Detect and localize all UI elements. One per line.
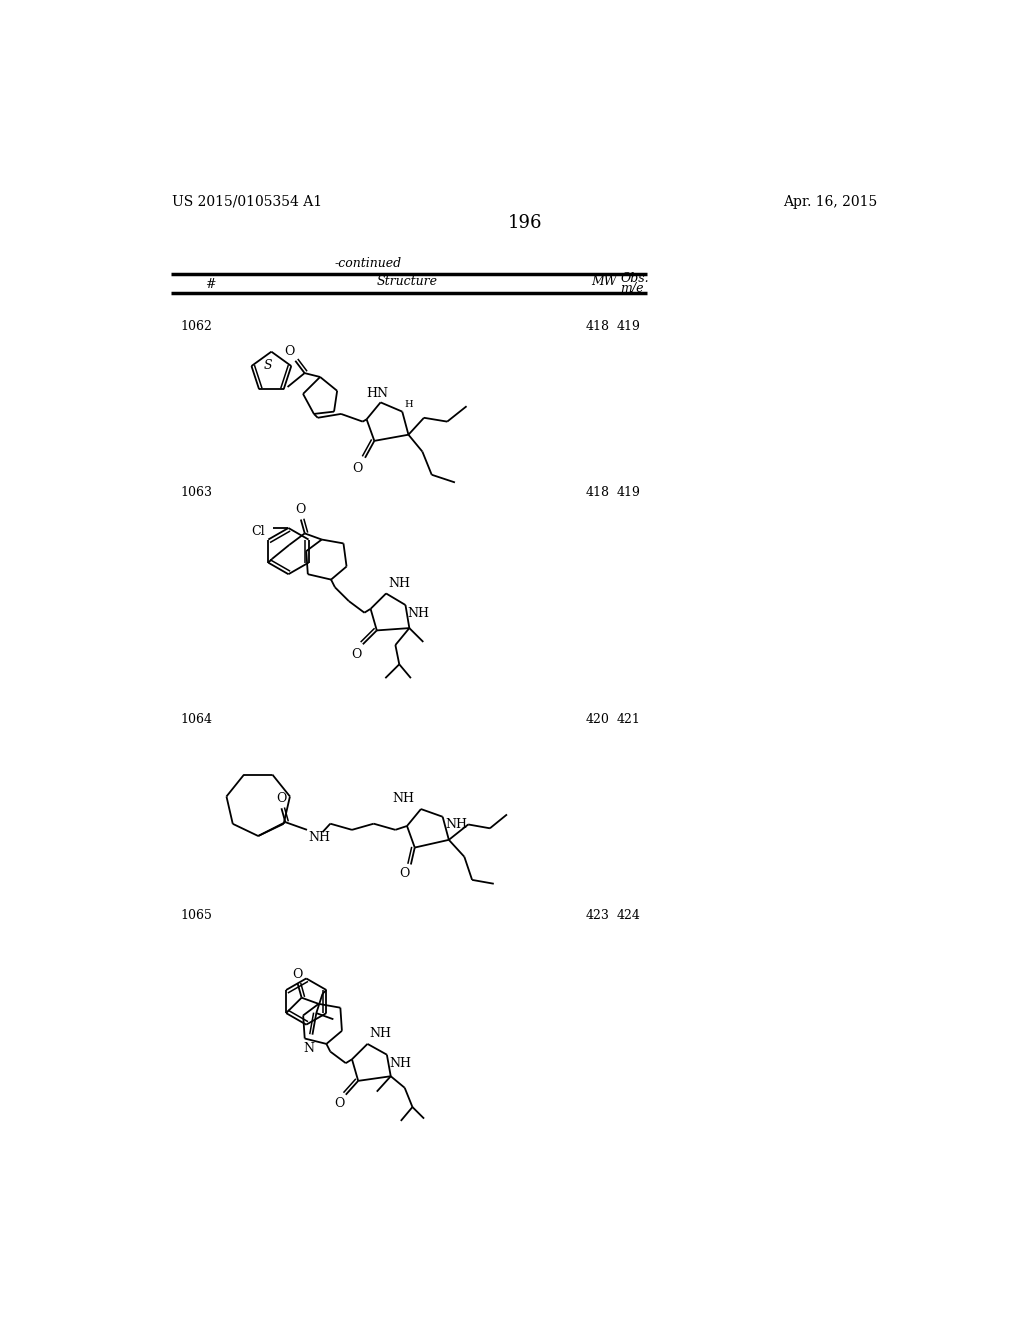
Text: 424: 424 — [616, 909, 640, 923]
Text: O: O — [335, 1097, 345, 1110]
Text: Obs.: Obs. — [621, 272, 649, 285]
Text: 1062: 1062 — [180, 321, 213, 333]
Text: 423: 423 — [586, 909, 609, 923]
Text: 420: 420 — [586, 713, 609, 726]
Text: O: O — [293, 968, 303, 981]
Text: Cl: Cl — [252, 525, 265, 539]
Text: 1065: 1065 — [180, 909, 213, 923]
Text: #: # — [206, 277, 216, 290]
Text: NH: NH — [388, 577, 411, 590]
Text: -continued: -continued — [335, 257, 401, 271]
Text: N: N — [303, 1043, 314, 1056]
Text: US 2015/0105354 A1: US 2015/0105354 A1 — [172, 194, 323, 209]
Text: H: H — [404, 400, 414, 409]
Text: NH: NH — [393, 792, 415, 805]
Text: HN: HN — [367, 387, 388, 400]
Text: 421: 421 — [616, 713, 640, 726]
Text: O: O — [276, 792, 287, 805]
Text: O: O — [296, 503, 306, 516]
Text: NH: NH — [370, 1027, 392, 1040]
Text: S: S — [263, 359, 271, 372]
Text: 196: 196 — [508, 214, 542, 232]
Text: 1064: 1064 — [180, 713, 213, 726]
Text: O: O — [351, 648, 361, 661]
Text: m/e: m/e — [621, 281, 644, 294]
Text: O: O — [399, 867, 410, 880]
Text: NH: NH — [389, 1057, 412, 1071]
Text: 418: 418 — [586, 321, 609, 333]
Text: NH: NH — [445, 818, 467, 832]
Text: O: O — [352, 462, 362, 475]
Text: Apr. 16, 2015: Apr. 16, 2015 — [783, 194, 878, 209]
Text: O: O — [285, 345, 295, 358]
Text: 419: 419 — [616, 486, 640, 499]
Text: NH: NH — [408, 607, 430, 620]
Text: 418: 418 — [586, 486, 609, 499]
Text: MW: MW — [592, 275, 617, 288]
Text: 419: 419 — [616, 321, 640, 333]
Text: NH: NH — [308, 832, 331, 845]
Text: 1063: 1063 — [180, 486, 213, 499]
Text: Structure: Structure — [377, 276, 437, 289]
